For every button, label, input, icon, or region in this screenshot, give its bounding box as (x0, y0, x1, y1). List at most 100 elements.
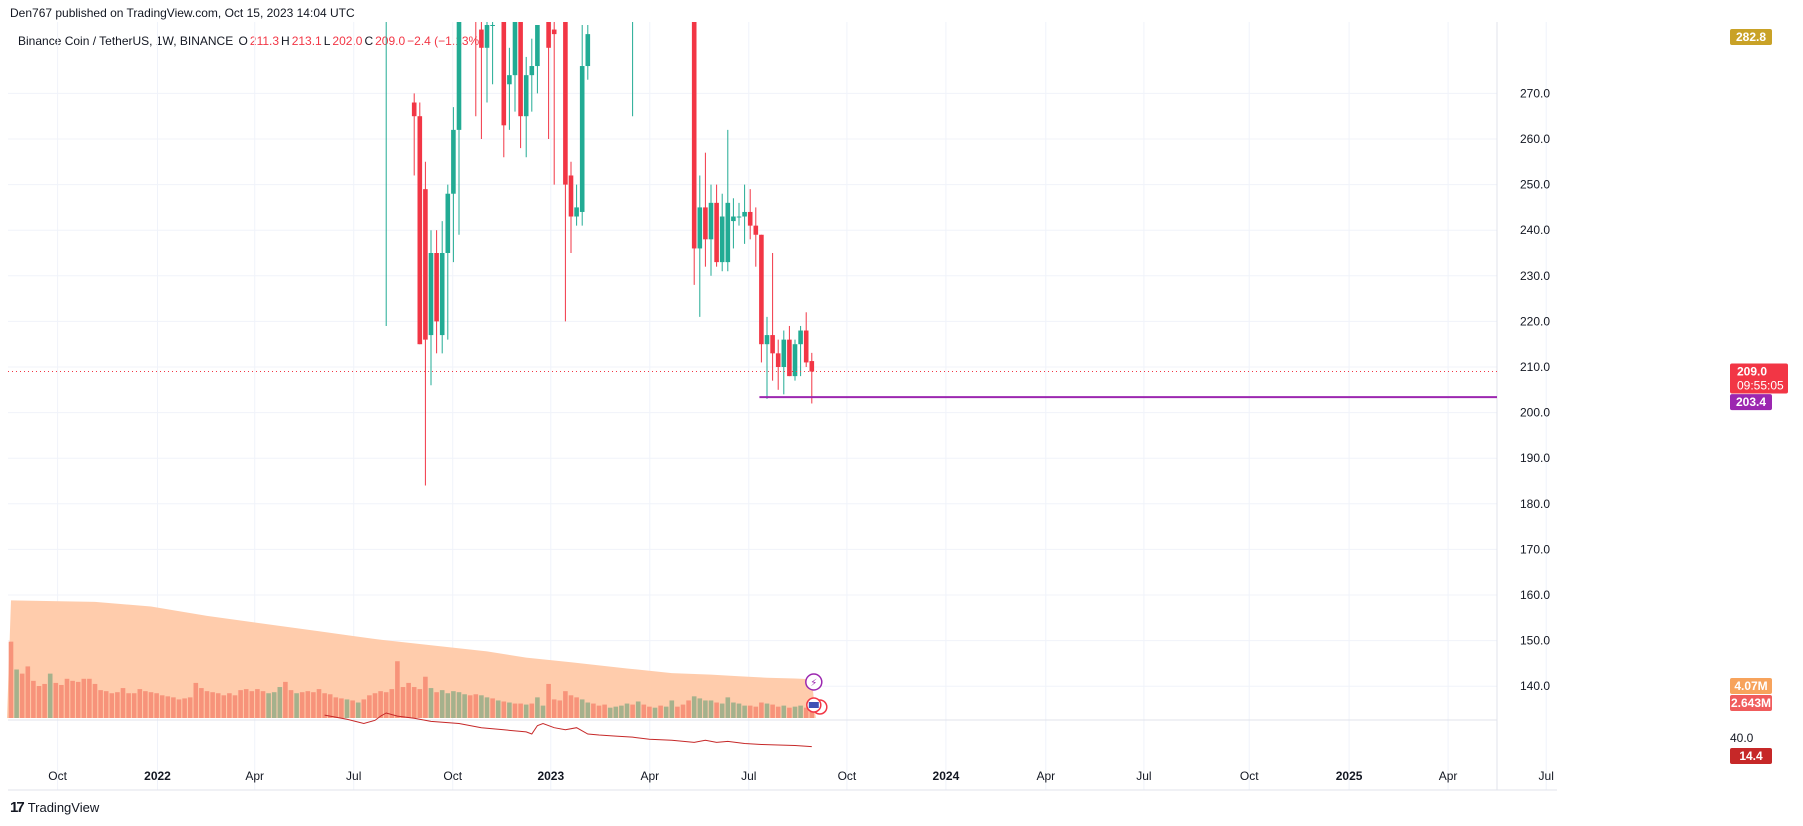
candle-body (535, 25, 540, 67)
volume-bar (686, 700, 691, 718)
candle-body (770, 335, 775, 354)
x-tick-label: 2023 (537, 769, 564, 783)
volume-bar (283, 681, 288, 718)
y-tick-label: 270.0 (1520, 86, 1550, 100)
volume-bar (423, 676, 428, 718)
volume-badge: 2.643M (1730, 695, 1772, 711)
volume-bar (602, 704, 607, 718)
volume-bar (311, 692, 316, 718)
y-tick-label: 200.0 (1520, 406, 1550, 420)
candle-body (691, 22, 697, 249)
candle-body (703, 207, 708, 240)
x-tick-label: Jul (1136, 769, 1151, 783)
candle-body (579, 66, 585, 212)
volume-bar (305, 691, 311, 718)
candle-body (574, 207, 579, 217)
y-tick-label: 140.0 (1520, 679, 1550, 693)
volume-bar (563, 691, 568, 718)
volume-bar (395, 661, 400, 718)
volume-bar (159, 695, 165, 718)
volume-bar (579, 699, 585, 718)
volume-bar (725, 697, 731, 718)
volume-ma-badge-bg (1730, 678, 1772, 694)
volume-bar (630, 704, 635, 718)
y-tick-label: 210.0 (1520, 360, 1550, 374)
volume-bar (467, 695, 473, 718)
candle-body (428, 253, 434, 336)
volume-bar (238, 690, 243, 718)
volume-bar (770, 704, 775, 718)
indicator-line (324, 712, 812, 748)
volume-bar (165, 696, 171, 718)
candle-body (507, 75, 512, 85)
candle-body (529, 66, 535, 76)
volume-bar (355, 702, 361, 718)
candle-body (474, 0, 479, 11)
volume-bar (619, 705, 624, 718)
volume-bar (663, 706, 669, 718)
volume-bar (428, 688, 434, 718)
volume-bar (411, 687, 417, 718)
indicator-value-badge: 14.4 (1730, 748, 1772, 764)
top-price-badge-text: 282.8 (1736, 30, 1766, 44)
volume-bar (675, 706, 680, 718)
y-tick-label: 260.0 (1520, 132, 1550, 146)
x-tick-label: Jul (741, 769, 756, 783)
volume-bar (249, 691, 255, 718)
candle-body (764, 335, 770, 345)
volume-bar (557, 700, 563, 718)
indicator-value-badge-bg (1730, 748, 1772, 764)
ohlc-value-3: 209.0 (375, 34, 406, 48)
volume-bar (59, 684, 64, 718)
candle-body (731, 216, 736, 222)
volume-bar (322, 693, 327, 718)
volume-bar (372, 693, 378, 718)
x-tick-label: Apr (245, 769, 264, 783)
tradingview-logo[interactable]: 17 TradingView (10, 799, 99, 816)
candle-body (775, 353, 781, 367)
last-price-badge-bg (1730, 363, 1788, 394)
candle-body (798, 330, 803, 345)
candle-body (697, 207, 703, 249)
volume-ma-badge: 4.07M (1730, 678, 1772, 694)
volume-bar (759, 702, 764, 718)
candle-body (484, 25, 490, 48)
ohlc-value-1: 213.1 (291, 34, 322, 48)
volume-bar (221, 695, 227, 718)
candle-body (445, 193, 451, 253)
volume-bar (8, 641, 14, 718)
volume-bar (445, 693, 451, 718)
volume-bar (731, 702, 736, 718)
support-badge-text: 203.4 (1736, 395, 1766, 409)
volume-bar (764, 703, 770, 718)
candle-body (742, 211, 747, 217)
volume-bar (652, 707, 658, 718)
ohlc-label-2: L (323, 34, 331, 48)
volume-bar (92, 683, 98, 718)
volume-bar (523, 704, 529, 718)
ohlc-value-4: −2.4 (−1.13%) (407, 34, 484, 48)
volume-bar (451, 691, 456, 718)
volume-bar (42, 683, 47, 718)
y-tick-label: 240.0 (1520, 223, 1550, 237)
ohlc-label-3: C (364, 34, 374, 48)
us-flag-field (808, 702, 819, 708)
volume-bar (98, 690, 103, 718)
volume-bar (53, 682, 59, 718)
volume-bar (87, 678, 92, 718)
volume-bar (703, 700, 708, 718)
volume-bar (389, 689, 395, 718)
volume-bar (798, 705, 803, 718)
volume-bar (36, 686, 42, 718)
volume-bar (473, 694, 479, 718)
candle-body (411, 102, 417, 117)
candle-body (546, 22, 551, 48)
candle-body (518, 22, 523, 117)
volume-bar (154, 693, 159, 718)
candle-body (563, 22, 568, 185)
volume-bar (227, 693, 232, 718)
symbol-title[interactable]: Binance Coin / TetherUS, 1W, BINANCE (18, 34, 234, 48)
candle-body (803, 330, 809, 363)
candle-body (736, 216, 742, 218)
